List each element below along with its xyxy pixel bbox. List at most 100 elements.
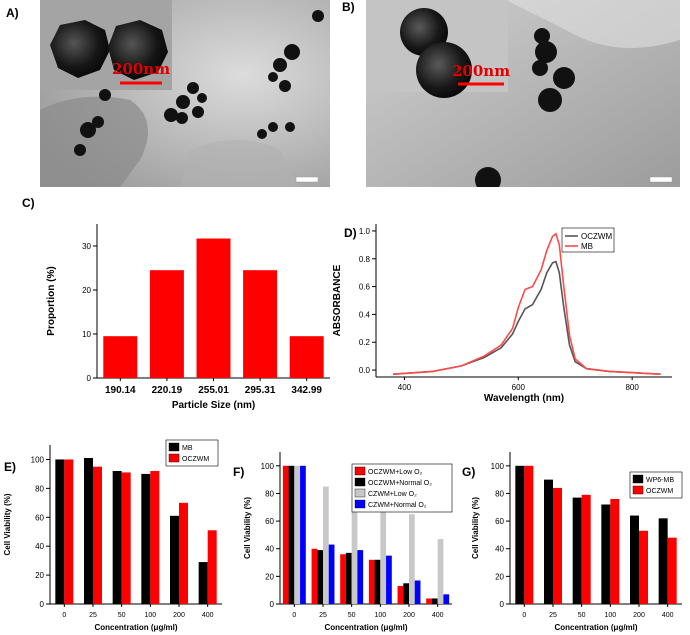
chart-e-bar-1 xyxy=(64,459,74,604)
chart-e-xlabel: Concentration (μg/ml) xyxy=(94,623,177,632)
chart-c-bar xyxy=(149,270,184,378)
chart-e-bar-0 xyxy=(84,458,93,604)
chart-e-legend-label: MB xyxy=(182,445,193,452)
chart-e-ytick-label: 100 xyxy=(31,455,45,464)
chart-f-legend-label: CZWM+Normal O₂ xyxy=(368,502,427,509)
chart-g-ylabel: Cell Viability (%) xyxy=(471,497,480,559)
chart-e-xtick-label: 200 xyxy=(173,612,185,619)
chart-e-ytick-label: 40 xyxy=(35,542,44,551)
chart-d-ytick-label: 0.6 xyxy=(359,283,371,292)
chart-f-bar-1 xyxy=(345,552,352,604)
panel-label-b: B) xyxy=(342,0,355,14)
chart-f-bar-0 xyxy=(368,559,375,604)
chart-e-bar-0 xyxy=(141,473,151,604)
chart-c-xtick-label: 255.01 xyxy=(198,385,229,396)
chart-e-bar-1 xyxy=(179,502,188,604)
chart-f-bar-3 xyxy=(386,555,392,604)
chart-g-bar-0 xyxy=(630,515,639,604)
chart-e-bar-1 xyxy=(150,471,160,604)
tem-image-b: 200nm xyxy=(366,0,680,187)
chart-f-legend-label: OCZWM+Normal O₂ xyxy=(368,480,432,487)
chart-c-xlabel: Particle Size (nm) xyxy=(172,400,255,411)
chart-c-ytick-label: 10 xyxy=(82,330,91,339)
chart-c-ytick-label: 30 xyxy=(82,242,91,251)
chart-f-ytick-label: 80 xyxy=(265,489,274,498)
chart-g-bar-1 xyxy=(581,494,591,604)
chart-c-xtick-label: 295.31 xyxy=(245,385,276,396)
chart-f-bar-2 xyxy=(380,500,387,604)
chart-e-xtick-label: 25 xyxy=(89,612,97,619)
chart-f-ytick-label: 0 xyxy=(270,600,275,609)
chart-g-legend-swatch xyxy=(632,474,644,484)
chart-f-bar-0 xyxy=(340,554,346,604)
chart-f-bar-1 xyxy=(317,550,323,604)
tem-image-b-svg xyxy=(366,0,680,187)
chart-f-bar-1 xyxy=(288,465,295,604)
chart-g-bar-0 xyxy=(544,479,553,604)
chart-f-ytick-label: 40 xyxy=(265,545,274,554)
chart-f-bar-0 xyxy=(397,586,404,604)
chart-d-ylabel: ABSORBANCE xyxy=(332,264,343,336)
chart-e-xtick-label: 0 xyxy=(62,612,66,619)
chart-g-bar-0 xyxy=(601,504,611,604)
chart-e-xtick-label: 400 xyxy=(202,612,214,619)
chart-f-bar-2 xyxy=(437,539,444,604)
chart-e-bar-0 xyxy=(55,459,65,604)
chart-f-bar-1 xyxy=(431,598,438,604)
chart-e-ytick-label: 80 xyxy=(35,484,44,493)
chart-g-xtick-label: 25 xyxy=(549,612,557,619)
chart-c-xtick-label: 342.99 xyxy=(291,385,322,396)
chart-g-xtick-label: 0 xyxy=(522,612,526,619)
chart-g-ytick-label: 20 xyxy=(495,572,504,581)
chart-f-bar-3 xyxy=(357,550,364,604)
chart-f-xtick-label: 400 xyxy=(432,612,444,619)
chart-d-legend-label: MB xyxy=(581,242,593,251)
chart-f-ytick-label: 100 xyxy=(261,462,275,471)
chart-e-ytick-label: 0 xyxy=(40,600,45,609)
chart-f-xtick-label: 200 xyxy=(403,612,415,619)
chart-f-bar-0 xyxy=(311,548,318,604)
chart-g-ytick-label: 100 xyxy=(491,462,505,471)
tem-image-a-svg xyxy=(40,0,330,187)
chart-e-ytick-label: 60 xyxy=(35,513,44,522)
chart-c-bar xyxy=(289,336,324,378)
chart-g-xlabel: Concentration (μg/ml) xyxy=(554,623,637,632)
chart-f-legend-label: CZWM+Low O₂ xyxy=(368,491,417,498)
panel-label-f: F) xyxy=(233,465,245,479)
chart-c-bar xyxy=(243,270,278,378)
chart-c-ytick-label: 20 xyxy=(82,286,91,295)
chart-f-xtick-label: 100 xyxy=(374,612,386,619)
chart-f-bar-2 xyxy=(294,465,301,604)
chart-f-ylabel: Cell Viability (%) xyxy=(243,497,252,559)
chart-e-legend-label: OCZWM xyxy=(182,456,209,463)
chart-g-xtick-label: 50 xyxy=(578,612,586,619)
chart-d-ytick-label: 0.0 xyxy=(359,366,371,375)
chart-c-ylabel: Proportion (%) xyxy=(46,266,57,335)
chart-f-xtick-label: 25 xyxy=(319,612,327,619)
chart-g-ytick-label: 80 xyxy=(495,489,504,498)
chart-f-xlabel: Concentration (μg/ml) xyxy=(324,623,407,632)
chart-c-ytick-label: 0 xyxy=(87,374,92,383)
chart-d-ytick-label: 0.4 xyxy=(359,310,371,319)
chart-g-legend-label: OCZWM xyxy=(646,488,673,495)
panel-label-c: C) xyxy=(22,196,35,210)
chart-d-legend-label: OCZWM xyxy=(581,232,612,241)
scale-bar-label-a: 200nm xyxy=(112,60,171,78)
chart-f-bar-2 xyxy=(409,514,415,604)
chart-g-bar-1 xyxy=(610,498,620,604)
chart-f-legend-swatch xyxy=(354,466,366,476)
chart-g-bar-1 xyxy=(524,465,534,604)
chart-f-xtick-label: 0 xyxy=(292,612,296,619)
chart-e-ylabel: Cell Viability (%) xyxy=(3,493,12,555)
chart-e-legend-swatch xyxy=(168,442,180,452)
chart-f-bar-3 xyxy=(443,594,450,604)
chart-g-legend-label: WP6-MB xyxy=(646,477,674,484)
chart-e-bar-0 xyxy=(112,471,122,604)
chart-d-ytick-label: 0.8 xyxy=(359,255,371,264)
chart-g-bar-0 xyxy=(658,518,668,604)
chart-d-legend-box xyxy=(561,227,615,253)
chart-f-bar-3 xyxy=(300,465,306,604)
chart-f-bar-3 xyxy=(328,544,335,604)
chart-c-xtick-label: 190.14 xyxy=(105,385,136,396)
chart-d-xtick-label: 600 xyxy=(512,383,526,392)
